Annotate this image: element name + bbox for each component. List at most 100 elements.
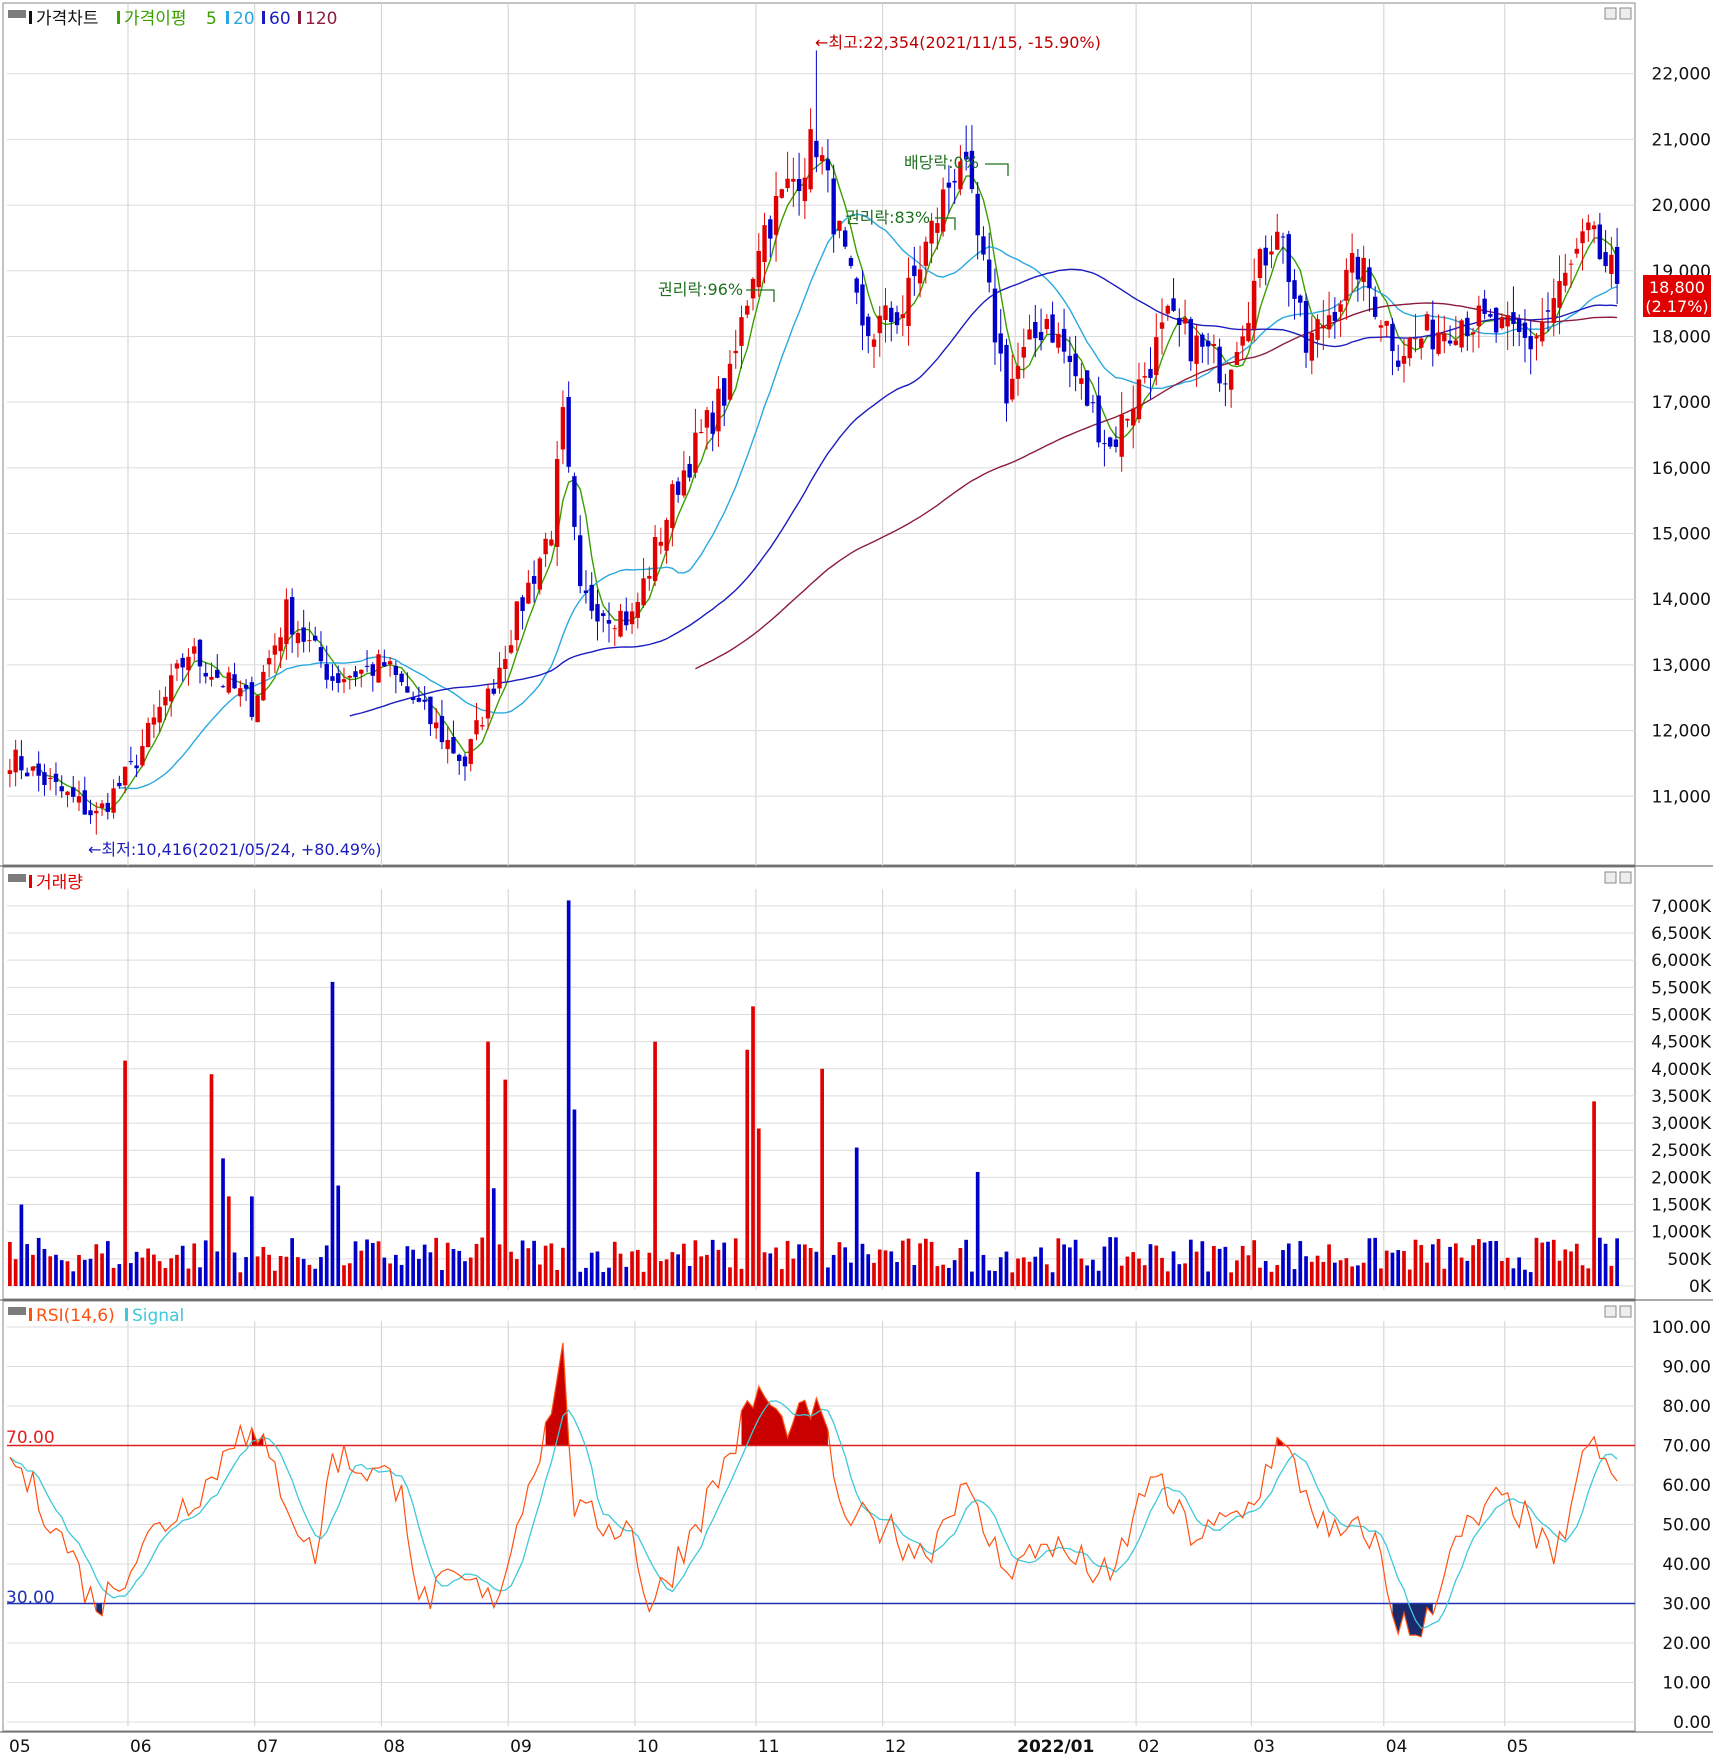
volume-bar bbox=[630, 1251, 634, 1286]
volume-bar bbox=[837, 1242, 842, 1286]
volume-bar bbox=[1471, 1245, 1475, 1286]
candle-body bbox=[42, 772, 47, 785]
volume-bar bbox=[388, 1263, 392, 1286]
candle-body bbox=[1482, 298, 1487, 314]
volume-bar bbox=[491, 1188, 496, 1286]
volume-tick-label: 3,500K bbox=[1651, 1087, 1712, 1107]
candle-body bbox=[1580, 231, 1585, 244]
volume-bar bbox=[1327, 1244, 1331, 1286]
volume-bar bbox=[923, 1238, 928, 1286]
candle-body bbox=[117, 782, 122, 787]
candle-body bbox=[1131, 408, 1136, 426]
volume-bar bbox=[399, 1264, 404, 1286]
candle-body bbox=[1136, 379, 1142, 420]
volume-bar bbox=[607, 1267, 611, 1286]
volume-bar bbox=[451, 1248, 456, 1286]
price-tick-label: 21,000 bbox=[1652, 130, 1711, 150]
volume-bar bbox=[791, 1258, 796, 1286]
candle-body bbox=[589, 584, 594, 611]
volume-bar bbox=[1373, 1237, 1378, 1286]
candle-body bbox=[168, 675, 174, 702]
volume-bar bbox=[1240, 1245, 1245, 1286]
close-icon[interactable] bbox=[1619, 1305, 1632, 1318]
price-panel-controls[interactable] bbox=[1604, 7, 1632, 20]
volume-bar bbox=[779, 1269, 784, 1286]
candle-body bbox=[716, 388, 721, 432]
volume-bar bbox=[1523, 1269, 1527, 1286]
volume-bar bbox=[653, 1041, 657, 1286]
volume-bar bbox=[1229, 1272, 1233, 1286]
candle-body bbox=[1096, 395, 1101, 443]
price-tick-label: 14,000 bbox=[1652, 590, 1711, 610]
candle-body bbox=[180, 657, 185, 668]
rsi-series bbox=[7, 1342, 1635, 1638]
candle-body bbox=[992, 288, 998, 343]
volume-tick-label: 2,500K bbox=[1651, 1141, 1712, 1161]
rsi-panel-controls[interactable] bbox=[1604, 1305, 1632, 1318]
volume-bar bbox=[1281, 1250, 1285, 1286]
candle-body bbox=[1010, 378, 1015, 400]
rsi-zone-fill bbox=[741, 1386, 828, 1446]
volume-bar bbox=[803, 1244, 807, 1286]
candle-body bbox=[243, 684, 249, 689]
candle-body bbox=[1597, 224, 1603, 260]
candle-body bbox=[1551, 298, 1556, 323]
candle-body bbox=[1447, 340, 1453, 344]
candle-body bbox=[889, 307, 894, 322]
volume-bar bbox=[1442, 1268, 1447, 1286]
candle-body bbox=[347, 675, 352, 678]
close-icon[interactable] bbox=[1619, 7, 1632, 20]
candle-body bbox=[549, 539, 554, 546]
minimize-icon[interactable] bbox=[1604, 1305, 1617, 1318]
volume-bar bbox=[1165, 1271, 1170, 1286]
volume-bar bbox=[664, 1259, 669, 1286]
volume-bar bbox=[146, 1248, 150, 1286]
volume-bar bbox=[1425, 1262, 1429, 1286]
candle-body bbox=[1488, 314, 1493, 317]
volume-bar bbox=[203, 1240, 208, 1286]
volume-bar bbox=[1419, 1245, 1424, 1286]
close-icon[interactable] bbox=[1619, 871, 1632, 884]
minimize-icon[interactable] bbox=[1604, 871, 1617, 884]
volume-bar bbox=[215, 1251, 220, 1286]
volume-bar bbox=[347, 1263, 352, 1286]
candle-body bbox=[249, 682, 255, 717]
volume-bar bbox=[1263, 1260, 1268, 1286]
volume-bar bbox=[1252, 1240, 1257, 1286]
candle-body bbox=[111, 788, 116, 813]
candle-body bbox=[163, 696, 168, 706]
volume-bar bbox=[261, 1246, 266, 1286]
volume-panel-controls[interactable] bbox=[1604, 871, 1632, 884]
rsi-title: RSI(14,6) bbox=[36, 1306, 115, 1326]
minimize-icon[interactable] bbox=[1604, 7, 1617, 20]
candle-body bbox=[894, 312, 900, 326]
volume-tick-label: 500K bbox=[1667, 1250, 1711, 1270]
x-tick-label: 03 bbox=[1253, 1737, 1275, 1756]
x-tick-label: 12 bbox=[885, 1737, 907, 1756]
candle-body bbox=[1234, 351, 1240, 365]
volume-bar bbox=[1477, 1239, 1481, 1286]
volume-bar bbox=[457, 1250, 462, 1286]
candle-body bbox=[122, 766, 128, 786]
candle-body bbox=[1246, 323, 1251, 342]
candle-body bbox=[1107, 437, 1113, 447]
candle-body bbox=[1522, 322, 1528, 338]
volume-bar bbox=[1615, 1238, 1619, 1286]
volume-bar bbox=[1361, 1262, 1366, 1286]
candle-body bbox=[1609, 254, 1614, 274]
volume-bar bbox=[1356, 1265, 1360, 1286]
volume-bar bbox=[687, 1265, 692, 1286]
candle-body bbox=[503, 659, 508, 669]
ma5-legend: 5 bbox=[206, 9, 217, 29]
candle-body bbox=[946, 182, 952, 188]
volume-bar bbox=[226, 1196, 231, 1286]
candle-body bbox=[779, 189, 785, 198]
candle-body bbox=[825, 159, 831, 171]
volume-bar bbox=[854, 1147, 859, 1286]
volume-bar bbox=[1148, 1244, 1153, 1286]
rsi-tick-label: 80.00 bbox=[1662, 1397, 1711, 1417]
candle-body bbox=[998, 333, 1003, 354]
volume-bar bbox=[1321, 1261, 1326, 1286]
volume-bar bbox=[474, 1243, 479, 1286]
candle-body bbox=[255, 695, 260, 723]
